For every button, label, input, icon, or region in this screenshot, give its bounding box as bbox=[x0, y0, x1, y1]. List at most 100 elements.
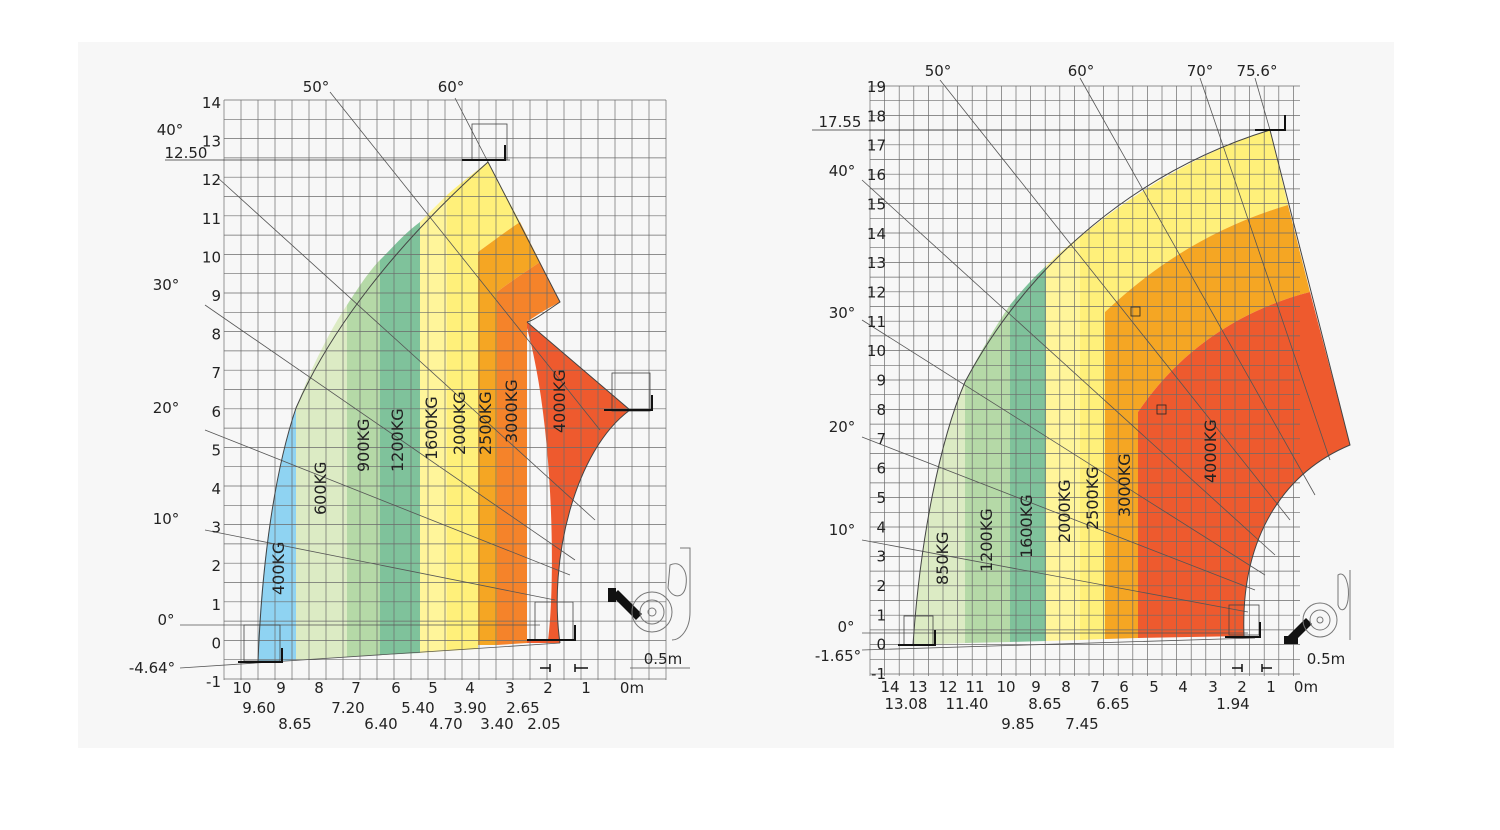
left-scale-label: 0.5m bbox=[644, 650, 682, 668]
right-x-tick: 1 bbox=[1266, 678, 1276, 696]
left-x-secondary: 2.65 bbox=[506, 699, 539, 717]
left-y-tick: 9 bbox=[211, 287, 221, 305]
left-angle-label: 50° bbox=[303, 78, 330, 96]
right-x-tick: 12 bbox=[938, 678, 957, 696]
left-max-height-label: 12.50 bbox=[165, 144, 208, 162]
right-y-tick: 0 bbox=[876, 636, 886, 654]
left-zone-400kg bbox=[258, 408, 296, 662]
left-x-tick: 2 bbox=[543, 679, 553, 697]
right-line-10 bbox=[861, 539, 1249, 613]
right-y-tick: 1 bbox=[876, 606, 886, 624]
right-x-tick: 0m bbox=[1294, 678, 1318, 696]
left-angle-label: 40° bbox=[157, 121, 184, 139]
left-y-tick: 10 bbox=[202, 248, 221, 266]
left-x-secondary: 7.20 bbox=[331, 699, 364, 717]
right-attachment-markers bbox=[898, 115, 1286, 646]
right-angle-label: 60° bbox=[1068, 62, 1095, 80]
left-zone-4000kg bbox=[527, 322, 630, 643]
left-y-tick: 7 bbox=[211, 364, 221, 382]
right-y-tick: 18 bbox=[867, 107, 886, 125]
left-x-tick: 4 bbox=[465, 679, 475, 697]
right-x-tick: 4 bbox=[1178, 678, 1188, 696]
right-line-40 bbox=[861, 179, 1276, 556]
left-x-tick: 1 bbox=[581, 679, 591, 697]
right-y-tick: -1 bbox=[871, 665, 886, 683]
right-angle-label: -1.65° bbox=[815, 647, 861, 665]
right-zone-label: 1200KG bbox=[977, 508, 996, 572]
left-machine-icon bbox=[608, 547, 691, 669]
right-angle-label: 30° bbox=[829, 304, 856, 322]
left-y-tick: 14 bbox=[202, 94, 221, 112]
right-y-tick: 7 bbox=[876, 430, 886, 448]
right-angle-label: 70° bbox=[1187, 62, 1214, 80]
right-line-60 bbox=[1079, 77, 1316, 496]
left-x-tick: 5 bbox=[428, 679, 438, 697]
right-line-50 bbox=[939, 79, 1291, 521]
left-angle-label: 60° bbox=[438, 78, 465, 96]
right-zone-label: 2000KG bbox=[1055, 479, 1074, 543]
left-x-tick: 8 bbox=[314, 679, 324, 697]
right-line-30 bbox=[861, 319, 1266, 576]
left-zone-label: 400KG bbox=[269, 542, 288, 595]
left-attachment-markers bbox=[238, 123, 653, 663]
left-x-secondary: 2.05 bbox=[527, 715, 560, 733]
left-zone-label: 2000KG bbox=[450, 391, 469, 455]
left-zone-1200kg bbox=[380, 222, 420, 655]
left-outline bbox=[257, 161, 631, 663]
right-y-tick: 9 bbox=[876, 372, 886, 390]
left-x-tick: 6 bbox=[391, 679, 401, 697]
left-zone-label: 900KG bbox=[354, 419, 373, 472]
left-y-tick: 2 bbox=[211, 557, 221, 575]
left-x-secondary: 9.60 bbox=[242, 699, 275, 717]
left-y-tick: 1 bbox=[211, 596, 221, 614]
right-angle-label: 0° bbox=[837, 618, 854, 636]
right-x-tick: 8 bbox=[1061, 678, 1071, 696]
right-x-tick: 2 bbox=[1237, 678, 1247, 696]
left-y-tick: 6 bbox=[211, 403, 221, 421]
right-zone-850kg bbox=[913, 382, 965, 645]
right-y-tick: 11 bbox=[867, 313, 886, 331]
right-y-tick: 4 bbox=[876, 518, 886, 536]
left-angle-label: -4.64° bbox=[129, 659, 175, 677]
right-line-75 bbox=[1254, 77, 1271, 131]
right-max-height-label: 17.55 bbox=[819, 113, 862, 131]
right-zone-label: 850KG bbox=[933, 532, 952, 585]
right-y-tick: 17 bbox=[867, 137, 886, 155]
left-x-tick: 10 bbox=[232, 679, 251, 697]
right-x-secondary: 9.85 bbox=[1001, 715, 1034, 733]
left-x-secondary: 3.40 bbox=[480, 715, 513, 733]
right-x-tick: 6 bbox=[1119, 678, 1129, 696]
left-line-20 bbox=[204, 429, 571, 576]
right-angle-label: 50° bbox=[925, 62, 952, 80]
right-y-tick: 19 bbox=[867, 78, 886, 96]
right-angle-label: 75.6° bbox=[1237, 62, 1278, 80]
right-angle-label: 20° bbox=[829, 418, 856, 436]
right-x-secondary: 11.40 bbox=[946, 695, 989, 713]
right-zone-label: 3000KG bbox=[1115, 453, 1134, 517]
left-zones bbox=[258, 162, 630, 662]
right-angle-lines bbox=[812, 77, 1331, 651]
left-y-tick: 8 bbox=[211, 326, 221, 344]
right-x-secondary: 6.65 bbox=[1096, 695, 1129, 713]
left-x-tick: 9 bbox=[276, 679, 286, 697]
right-y-tick: 3 bbox=[876, 548, 886, 566]
right-scale-label: 0.5m bbox=[1307, 650, 1345, 668]
right-zone-3000kg bbox=[1105, 205, 1310, 639]
left-zone-label: 1600KG bbox=[422, 396, 441, 460]
left-zone-label: 3000KG bbox=[502, 379, 521, 443]
right-zone-label: 2500KG bbox=[1083, 466, 1102, 530]
right-x-tick: 3 bbox=[1208, 678, 1218, 696]
right-y-tick: 15 bbox=[867, 195, 886, 213]
right-x-tick: 11 bbox=[965, 678, 984, 696]
right-y-tick: 5 bbox=[876, 489, 886, 507]
right-x-tick: 9 bbox=[1031, 678, 1041, 696]
left-angle-label: 30° bbox=[153, 276, 180, 294]
left-x-secondary: 5.40 bbox=[401, 699, 434, 717]
right-zone-1600kg bbox=[1010, 266, 1046, 642]
right-y-tick: 14 bbox=[867, 225, 886, 243]
left-zone-2000kg bbox=[447, 162, 520, 651]
right-x-secondary: 13.08 bbox=[885, 695, 928, 713]
